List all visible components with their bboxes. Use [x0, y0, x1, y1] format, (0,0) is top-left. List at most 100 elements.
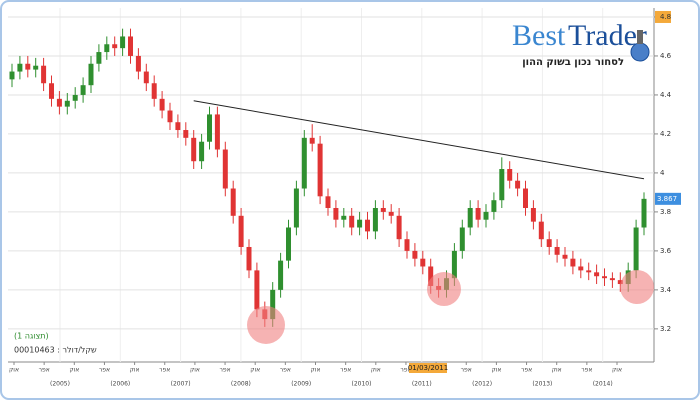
x-year-label: (2012) [472, 381, 492, 388]
date-marker-box [409, 363, 447, 373]
x-month-label: אוק [190, 367, 200, 374]
candle-body [17, 63, 23, 72]
x-month-label: אפר [219, 367, 230, 374]
candle-body [641, 198, 647, 228]
display-label: (תצוגה 1) [14, 332, 49, 341]
candle-body [357, 219, 363, 228]
candle-body [602, 276, 607, 279]
x-year-label: (2006) [110, 381, 130, 388]
candle-body [96, 52, 102, 64]
candle-body [617, 280, 623, 285]
x-month-label: אוק [250, 367, 260, 374]
candle-body [293, 188, 299, 228]
candle-body [80, 85, 86, 95]
plot: (2005) (2006) (2007) (2008) (2009) (2010) (201… [8, 8, 681, 388]
y-tick-label: 3.2 [660, 325, 671, 333]
x-month-label: אוק [491, 367, 501, 374]
candle-body [230, 188, 236, 216]
instrument-label: שקל/דולר : 00010463 [14, 346, 97, 355]
candle-body [372, 208, 378, 232]
highlight-circle [427, 272, 461, 306]
candle-body [49, 83, 54, 99]
candle-body [515, 180, 521, 189]
candle-body [56, 98, 62, 107]
candle-body [199, 141, 205, 162]
candle-body [238, 215, 244, 247]
last-price-box [655, 192, 681, 205]
highlight-circle [620, 270, 654, 304]
y-tick-label: 4 [660, 169, 665, 177]
x-year-label: (2007) [171, 381, 191, 388]
candle-body [64, 100, 70, 107]
y-tick-label: 4.4 [660, 91, 672, 99]
candle-body [475, 208, 481, 220]
candle-body [317, 143, 323, 197]
y-tick-label: 3.6 [660, 247, 672, 255]
x-month-label: אוק [9, 367, 19, 374]
candle-body [365, 219, 370, 232]
x-month-label: אפר [521, 367, 532, 374]
y-tick-label: 3.4 [660, 286, 672, 294]
x-month-label: אוק [552, 367, 562, 374]
candle-body [167, 110, 173, 123]
candle-body [183, 130, 189, 138]
candle-body [459, 227, 465, 251]
x-month-label: אפר [340, 367, 351, 374]
candle-body [278, 260, 284, 290]
candle-body [112, 44, 118, 49]
candle-body [286, 227, 291, 261]
brand-tagline: לסחור נכון בשוק ההון [522, 57, 624, 68]
x-month-label: אוק [69, 367, 79, 374]
candle-body [530, 208, 536, 222]
candle-body [72, 94, 78, 101]
x-month-label: אפר [581, 367, 592, 374]
x-month-label: אפר [400, 367, 411, 374]
trendline [193, 100, 645, 180]
date-marker: 01/03/2011 [408, 364, 448, 372]
candle-body [483, 211, 489, 220]
candle-body [33, 65, 39, 70]
x-month-label: אוק [612, 367, 622, 374]
candle-body [104, 44, 110, 53]
figure-icon [637, 30, 643, 44]
x-month-label: אפר [39, 367, 50, 374]
candle-body [270, 289, 276, 320]
candle-body [309, 137, 315, 144]
candle-body [151, 83, 157, 99]
candle-body [491, 200, 497, 212]
candle-body [507, 169, 513, 181]
candle-body [570, 258, 576, 267]
brand-best: Best [512, 19, 566, 52]
candle-body [301, 137, 307, 189]
y-tick-label: 4.6 [660, 52, 672, 60]
candle-body [562, 254, 568, 259]
candle-body [222, 149, 228, 189]
candle-body [380, 208, 386, 212]
candle-body [325, 196, 331, 209]
candle-body [9, 71, 15, 80]
candle-body [159, 98, 165, 111]
x-year-label: (2005) [50, 381, 70, 388]
candle-body [143, 71, 149, 84]
logo: Best Trader לסחור נכון בשוק ההון [512, 19, 650, 68]
candle-body [396, 215, 402, 240]
candle-body [128, 36, 133, 56]
x-year-label: (2009) [291, 381, 311, 388]
x-month-label: אפר [159, 367, 170, 374]
candle-body [586, 270, 592, 273]
candle-body [120, 36, 126, 49]
y-tick-label: 4.8 [660, 13, 671, 21]
x-year-label: (2014) [593, 381, 613, 388]
candle-body [451, 250, 457, 279]
x-year-label: (2010) [352, 381, 372, 388]
globe-icon [630, 42, 650, 62]
candle-body [246, 246, 252, 271]
candle-body [578, 266, 584, 271]
last-price-label: 3.867 [657, 195, 677, 203]
candle-body [191, 137, 197, 162]
candle-body [207, 114, 212, 142]
candle-body [175, 122, 181, 131]
y-tick-label: 4.2 [660, 130, 671, 138]
candle-body [538, 221, 544, 240]
